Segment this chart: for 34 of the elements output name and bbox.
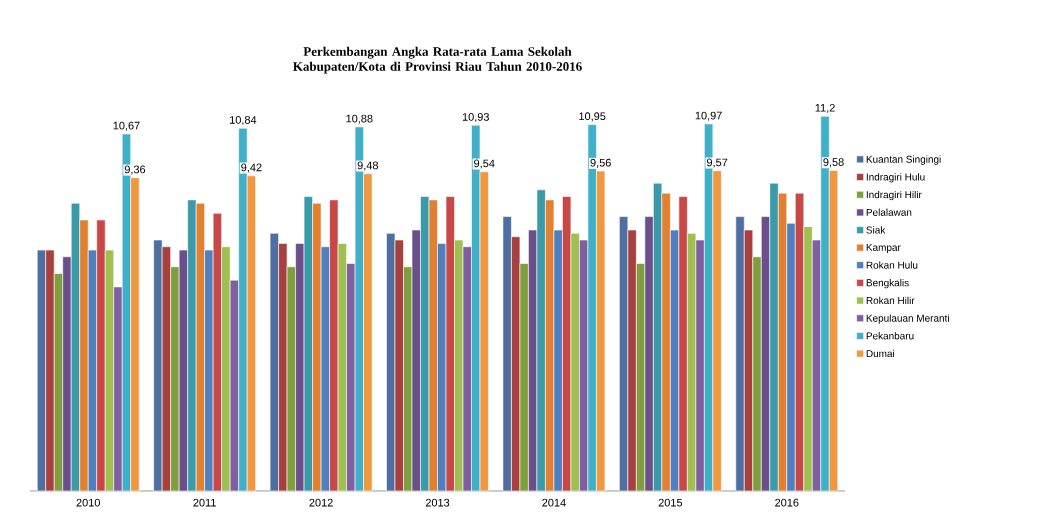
legend-label: Kepulauan Meranti <box>866 314 949 324</box>
legend-label: Bengkalis <box>866 279 909 289</box>
chart-title: Perkembangan Angka Rata-rata Lama Sekolah Kabupaten/Kota di Provinsi Riau Tahun 2010-2016 <box>293 46 582 74</box>
data-label: 9,58 <box>823 158 844 168</box>
x-tick-label: 2010 <box>76 498 100 507</box>
data-label: 10,95 <box>579 112 606 122</box>
data-label: 9,57 <box>706 158 728 168</box>
x-tick-label: 2011 <box>193 498 216 507</box>
data-label: 9,54 <box>474 159 495 169</box>
x-tick-label: 2013 <box>425 498 450 507</box>
legend-label: Indragiri Hulu <box>866 173 925 183</box>
data-label: 10,97 <box>695 111 722 121</box>
legend-label: Siak <box>866 226 886 234</box>
data-label: 9,36 <box>124 165 146 175</box>
data-label: 10,93 <box>462 113 489 123</box>
data-label: 10,67 <box>113 121 140 131</box>
x-tick-label: 2012 <box>309 498 333 507</box>
x-tick-label: 2014 <box>542 498 566 507</box>
data-label: 10,88 <box>346 114 373 124</box>
legend-label: Dumai <box>866 349 895 358</box>
legend-label: Rokan Hulu <box>866 261 918 269</box>
legend-label: Kuantan Singingi <box>866 155 941 165</box>
legend-label: Indragiri Hilir <box>866 190 922 201</box>
data-label: 9,48 <box>357 161 379 171</box>
legend-label: Pekanbaru <box>866 332 914 340</box>
legend-label: Kampar <box>866 243 901 253</box>
x-tick-label: 2015 <box>658 498 683 507</box>
data-label: 11,2 <box>815 103 835 114</box>
legend-label: Pelalawan <box>866 208 912 216</box>
data-label: 9,56 <box>590 158 611 168</box>
data-label: 10,84 <box>230 116 257 126</box>
legend-label: Rokan Hilir <box>866 296 915 305</box>
x-tick-label: 2016 <box>775 498 799 507</box>
data-label: 9,42 <box>241 163 262 173</box>
